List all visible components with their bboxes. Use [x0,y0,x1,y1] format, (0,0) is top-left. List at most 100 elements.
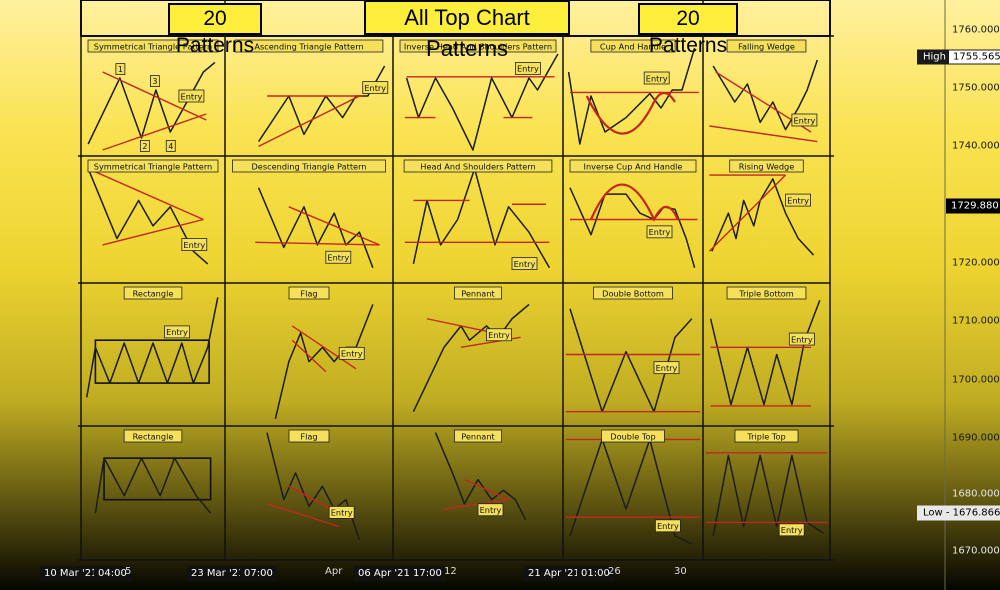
pattern-title-text: Symmetrical Triangle Pattern [94,41,213,51]
price-tick-label: 1740.000 [952,140,1000,152]
entry-label: Entry [362,81,389,94]
entry-label: Entry [778,523,805,537]
pattern-title: Double Bottom [593,286,673,300]
entry-label-text: Entry [183,240,205,250]
price-line [94,457,212,514]
flag-line [291,325,357,370]
entry-label-text: Entry [657,521,679,531]
entry-label: Entry [655,519,681,533]
entry-label: Entry [477,503,504,517]
pattern-title-box [123,286,183,300]
pennant-line [443,499,509,510]
price-line [257,65,386,143]
entry-label-text: Entry [791,334,813,344]
price-tick-label: 1760.000 [952,24,1000,36]
pattern-title-text: Triple Bottom [738,288,794,298]
entry-label-text: Entry [166,327,188,337]
entry-label-text: Entry [517,64,539,74]
pattern-title: Flag [288,286,330,300]
entry-label-text: Entry [364,83,386,93]
low-flag-value: 1676.866 [952,507,1000,519]
cap-arc [589,183,679,223]
pattern-title: Symmetrical Triangle Pattern [87,39,219,53]
entry-label: Entry [653,361,680,375]
pattern-title: Rectangle [123,429,183,443]
price-line [87,168,209,265]
high-flag-label: High [923,51,946,63]
entry-label-box [486,328,512,342]
price-line [412,167,551,269]
entry-label-box [655,519,681,533]
entry-label: Entry [515,62,541,75]
price-tick-label: 1710.000 [952,315,1000,327]
price-line [405,53,559,151]
pivot-marker-text: 2 [142,142,147,151]
entry-label-box [477,503,504,517]
entry-label-text: Entry [480,505,502,515]
price-tick-label: 1700.000 [952,374,1000,386]
entry-label-box [646,225,673,239]
pattern-title: Rising Wedge [729,159,804,173]
entry-label: Entry [511,257,538,271]
price-line [434,432,527,521]
price-line [712,59,819,131]
time-tick-label: 17:00 [409,566,446,581]
support-line [255,241,380,246]
grid-lines [78,0,946,590]
entry-label-box [515,62,541,75]
high-price-flag: High 1755.565 [917,49,1000,65]
pivot-marker-text: 3 [152,77,157,86]
time-tick-label: 04:00 [94,566,131,581]
entry-label-box [325,250,352,264]
price-tick-label: 1680.000 [952,488,1000,500]
price-line [711,178,815,256]
pattern-title: Triple Bottom [726,286,807,300]
entry-label: Entry [486,328,512,342]
entry-label-box [178,89,205,103]
pattern-title-text: Inverse Cup And Handle [584,161,683,171]
pivot-marker-text: 4 [168,142,173,151]
pattern-panels [86,47,828,545]
pattern-title-text: Rectangle [133,288,174,298]
entry-label-box [643,71,670,85]
pattern-title-text: Flag [300,288,317,298]
price-line [274,304,374,420]
entry-label: Entry [788,332,815,346]
pattern-title-text: Pennant [461,431,495,441]
trend-line [102,113,207,151]
pattern-title-text: Falling Wedge [738,41,795,51]
price-line [266,432,361,541]
time-tick-label: 21 Apr '21 [524,566,584,581]
price-tick-label: 1670.000 [952,545,1000,557]
price-line [569,438,693,545]
pattern-title-text: Pennant [461,288,495,298]
entry-label-text: Entry [787,195,809,205]
entry-label: Entry [643,71,670,85]
price-line [569,187,696,268]
pattern-title-text: Inverse Head And Shoulders Pattern [404,41,552,51]
entry-label-box [778,523,805,537]
price-line [709,299,821,406]
pattern-title-box [569,159,697,173]
pattern-title-box [403,159,553,173]
pivot-marker [165,139,176,152]
entry-label-text: Entry [649,227,671,237]
pivot-marker-text: 1 [118,65,123,74]
pattern-title-text: Descending Triangle Pattern [251,161,366,171]
trend-line [102,218,204,246]
entry-label: Entry [646,225,673,239]
time-tick-label: 06 Apr '21 [354,566,414,581]
entry-label: Entry [325,250,352,264]
entry-label: Entry [791,113,818,127]
entry-label-text: Entry [488,330,510,340]
time-tick-label: 07:00 [240,566,277,581]
right-badge: 20 Patterns [638,3,738,57]
main-title: All Top Chart Patterns [364,0,570,61]
price-line [86,297,219,398]
trend-line [87,168,204,221]
pattern-title-box [726,286,807,300]
pattern-labels: Symmetrical Triangle Pattern Entry Ascendi… [87,39,818,537]
low-flag-label: Low [923,507,943,519]
pattern-title-text: Symmetrical Triangle Pattern [94,161,213,171]
